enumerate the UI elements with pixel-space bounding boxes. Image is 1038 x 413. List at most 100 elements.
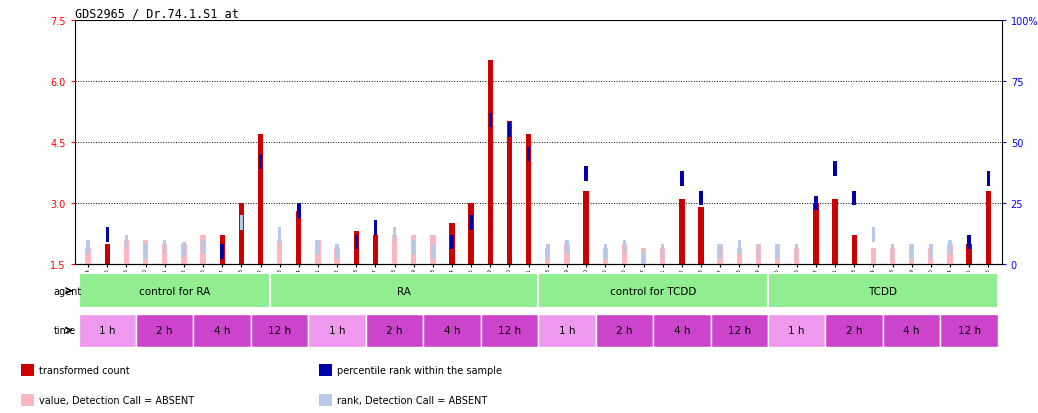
Bar xyxy=(201,240,204,254)
Text: 2 h: 2 h xyxy=(386,325,403,335)
Bar xyxy=(738,240,741,254)
Bar xyxy=(832,199,838,264)
Bar xyxy=(623,240,626,254)
FancyBboxPatch shape xyxy=(193,314,251,347)
Bar xyxy=(240,216,243,230)
Bar xyxy=(182,244,187,264)
Bar xyxy=(278,228,281,242)
Text: 2 h: 2 h xyxy=(617,325,632,335)
Text: 2 h: 2 h xyxy=(157,325,173,335)
Bar xyxy=(891,245,894,259)
Text: 1 h: 1 h xyxy=(99,325,115,335)
Text: TCDD: TCDD xyxy=(869,286,898,296)
FancyBboxPatch shape xyxy=(768,274,998,308)
Bar xyxy=(775,244,781,264)
Bar xyxy=(661,245,664,259)
Text: GDS2965 / Dr.74.1.S1_at: GDS2965 / Dr.74.1.S1_at xyxy=(75,7,239,19)
Bar xyxy=(948,244,953,264)
Bar xyxy=(163,240,166,254)
Bar xyxy=(258,155,263,169)
Bar xyxy=(430,236,436,264)
Bar xyxy=(527,147,530,162)
Text: percentile rank within the sample: percentile rank within the sample xyxy=(337,365,502,375)
FancyBboxPatch shape xyxy=(136,314,193,347)
Bar xyxy=(21,394,34,406)
Bar xyxy=(757,245,760,259)
Bar xyxy=(699,207,704,264)
Bar xyxy=(317,240,320,254)
Bar xyxy=(834,162,837,177)
Text: 2 h: 2 h xyxy=(846,325,863,335)
Bar xyxy=(718,245,721,259)
Text: 4 h: 4 h xyxy=(674,325,690,335)
Bar xyxy=(660,248,665,264)
Bar xyxy=(967,235,971,250)
Text: time: time xyxy=(54,325,76,335)
FancyBboxPatch shape xyxy=(711,314,768,347)
FancyBboxPatch shape xyxy=(251,314,308,347)
Bar xyxy=(929,245,932,259)
Bar xyxy=(909,244,914,264)
Text: rank, Detection Call = ABSENT: rank, Detection Call = ABSENT xyxy=(337,395,488,405)
Bar xyxy=(431,245,435,259)
Bar xyxy=(86,240,90,254)
Bar xyxy=(814,196,818,211)
Text: 4 h: 4 h xyxy=(903,325,920,335)
Bar xyxy=(584,167,588,181)
Bar xyxy=(851,236,857,264)
Bar xyxy=(392,236,398,264)
Bar xyxy=(355,235,358,250)
Bar xyxy=(335,245,338,259)
Text: 12 h: 12 h xyxy=(498,325,521,335)
Bar xyxy=(546,245,549,259)
Bar xyxy=(392,228,397,242)
Text: RA: RA xyxy=(398,286,411,296)
Text: 1 h: 1 h xyxy=(558,325,575,335)
FancyBboxPatch shape xyxy=(270,274,538,308)
FancyBboxPatch shape xyxy=(538,314,596,347)
Bar xyxy=(297,204,301,218)
FancyBboxPatch shape xyxy=(365,314,424,347)
Bar xyxy=(986,172,990,186)
Bar xyxy=(162,244,167,264)
Bar xyxy=(622,244,627,264)
Bar xyxy=(374,221,377,235)
Bar xyxy=(144,245,147,259)
Bar xyxy=(526,134,531,264)
Bar xyxy=(890,248,895,264)
Bar xyxy=(257,134,264,264)
Bar xyxy=(411,236,416,264)
Bar xyxy=(469,216,473,230)
Bar xyxy=(143,240,148,264)
Bar xyxy=(468,204,474,264)
FancyBboxPatch shape xyxy=(481,314,538,347)
Bar xyxy=(949,240,952,254)
FancyBboxPatch shape xyxy=(883,314,940,347)
Bar xyxy=(334,248,339,264)
Bar xyxy=(680,172,684,186)
Text: 4 h: 4 h xyxy=(214,325,230,335)
Bar xyxy=(795,245,798,259)
Bar xyxy=(319,364,332,377)
Bar xyxy=(566,240,569,254)
Bar xyxy=(910,245,913,259)
Bar xyxy=(220,245,224,259)
Bar xyxy=(183,242,186,257)
FancyBboxPatch shape xyxy=(596,314,653,347)
Bar xyxy=(641,252,646,267)
Text: 12 h: 12 h xyxy=(728,325,750,335)
Bar xyxy=(966,244,972,264)
Bar xyxy=(508,123,511,138)
Bar xyxy=(756,244,761,264)
Bar xyxy=(200,236,206,264)
FancyBboxPatch shape xyxy=(79,274,270,308)
Bar xyxy=(316,240,321,264)
Bar xyxy=(450,235,454,250)
Bar xyxy=(700,191,703,206)
Text: control for RA: control for RA xyxy=(139,286,210,296)
Text: agent: agent xyxy=(54,286,82,296)
FancyBboxPatch shape xyxy=(538,274,768,308)
Text: 12 h: 12 h xyxy=(957,325,981,335)
FancyBboxPatch shape xyxy=(940,314,998,347)
Text: 1 h: 1 h xyxy=(329,325,346,335)
